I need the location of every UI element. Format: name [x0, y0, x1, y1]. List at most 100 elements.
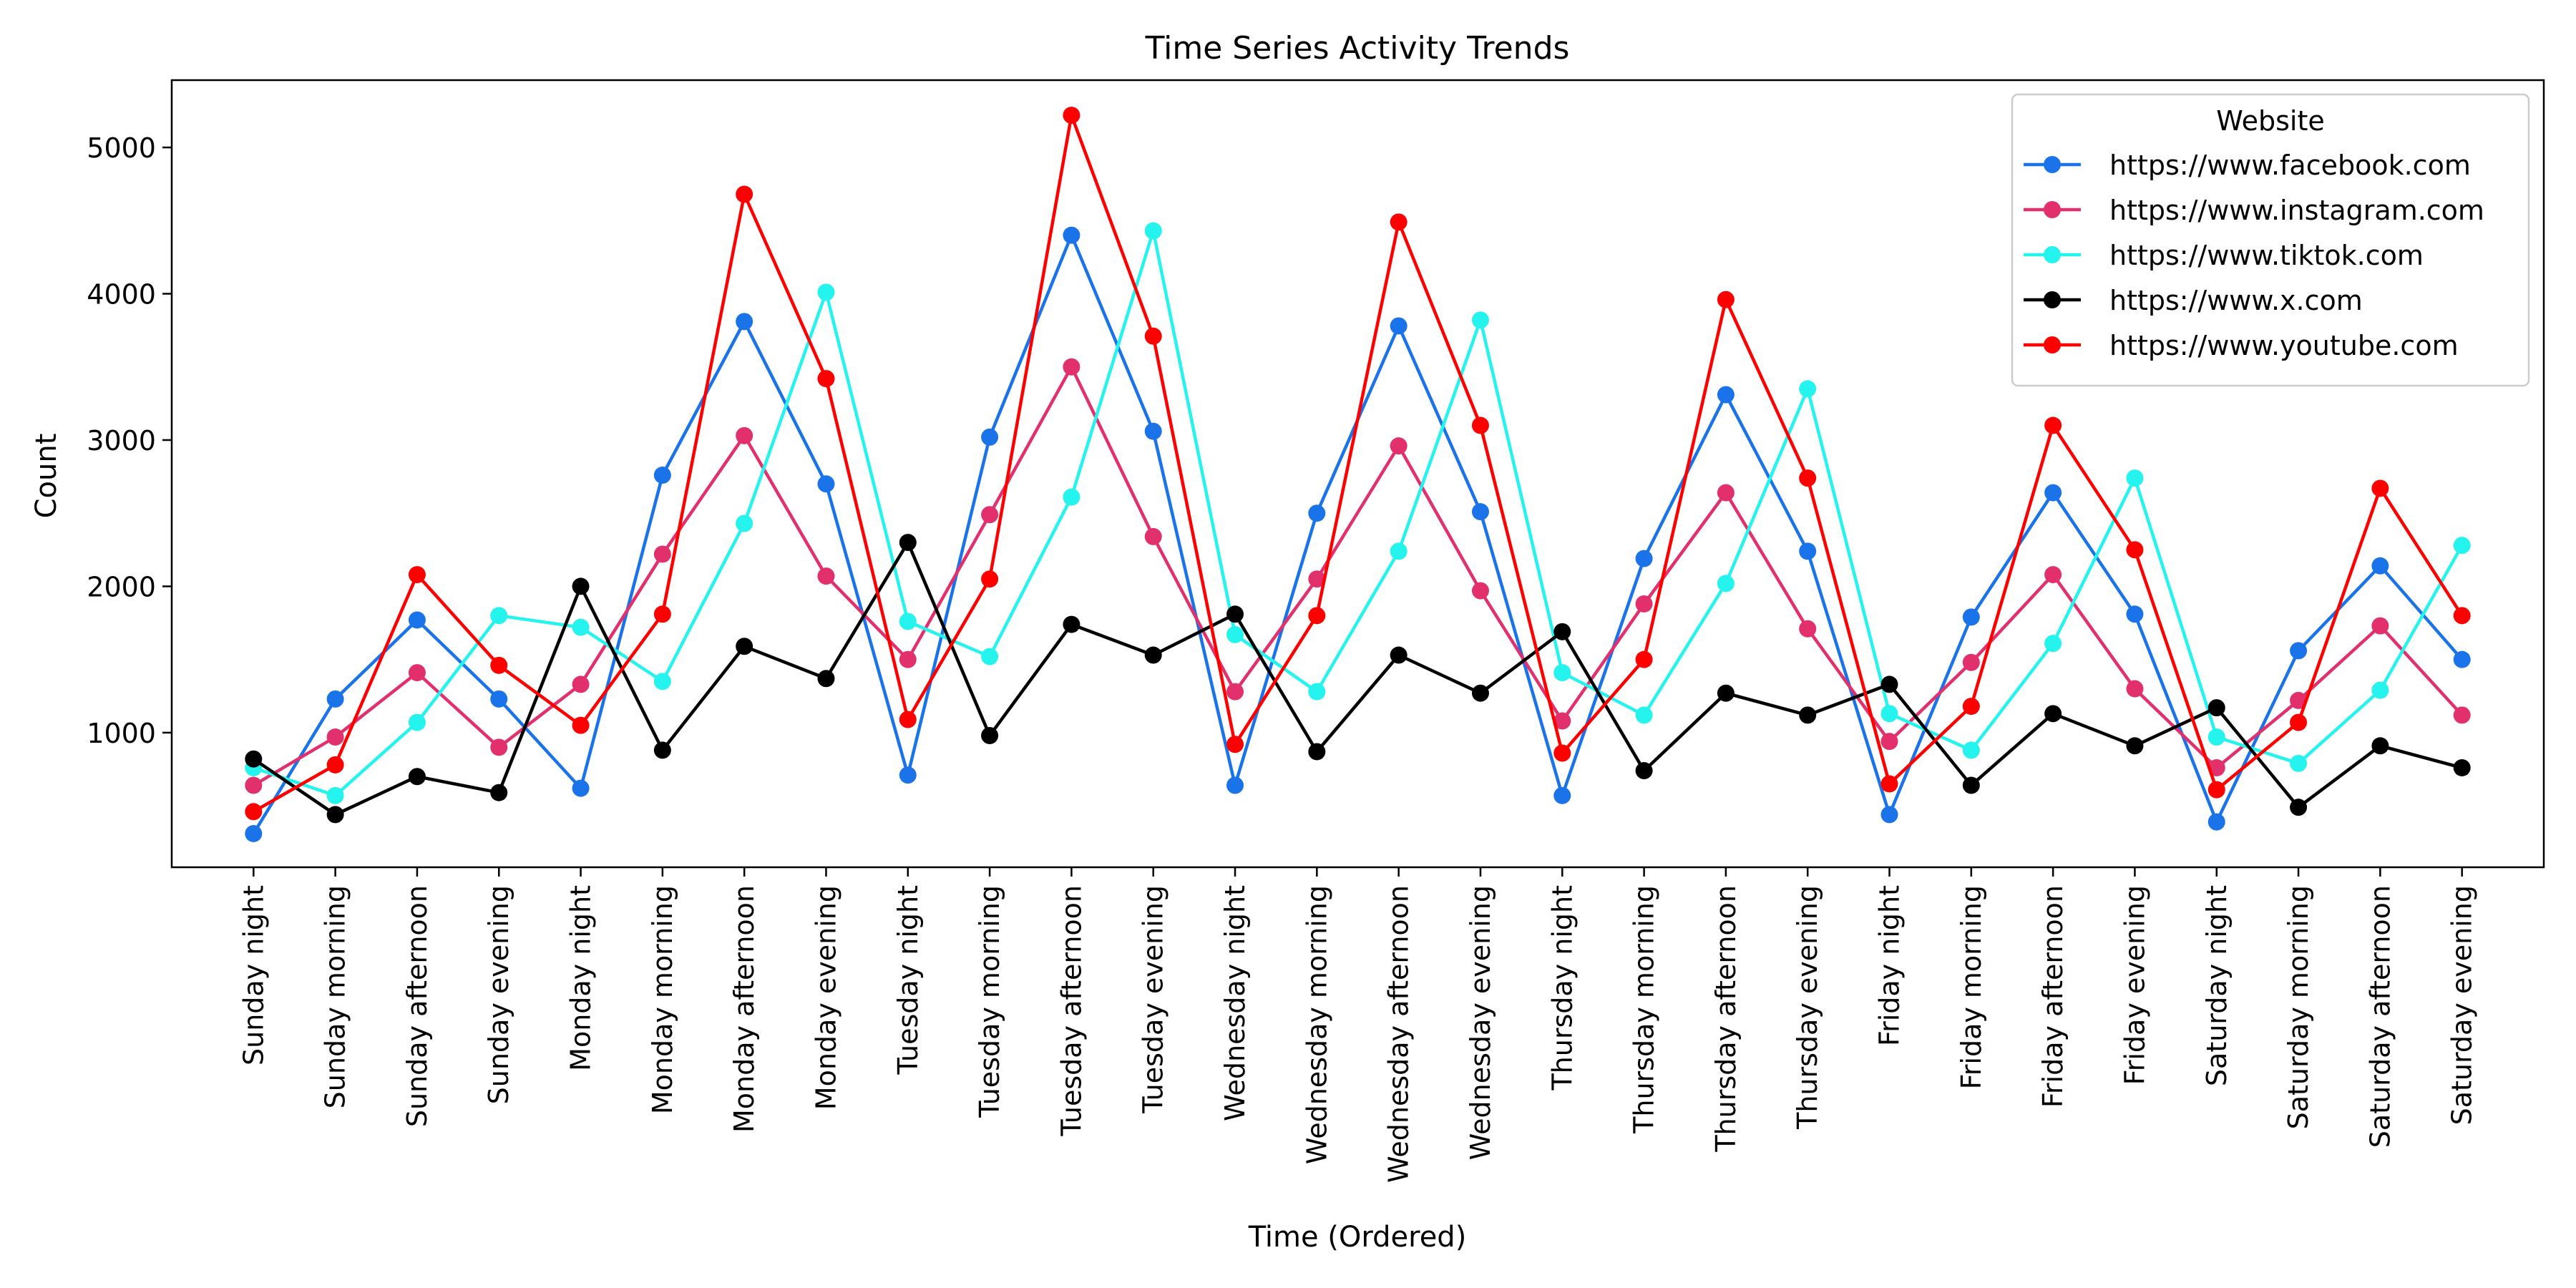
data-point-0	[2371, 557, 2389, 575]
data-point-3	[2290, 799, 2308, 816]
data-point-1	[1144, 527, 1162, 545]
legend-swatch-marker	[2044, 246, 2061, 263]
data-point-1	[2044, 566, 2062, 584]
data-point-3	[2453, 758, 2471, 776]
data-point-2	[2044, 635, 2062, 653]
data-point-3	[899, 534, 917, 552]
x-tick-label: Friday night	[1874, 885, 1906, 1046]
data-point-1	[1962, 653, 1980, 671]
x-tick-label: Friday afternoon	[2037, 885, 2069, 1108]
data-point-1	[326, 728, 344, 746]
data-point-3	[981, 726, 999, 744]
data-point-2	[1226, 625, 1244, 643]
data-point-0	[736, 313, 753, 331]
data-point-2	[2290, 754, 2308, 772]
data-point-4	[1063, 107, 1080, 125]
data-point-2	[1962, 741, 1980, 759]
x-tick-label: Saturday morning	[2283, 885, 2314, 1129]
data-point-4	[2207, 781, 2225, 799]
data-point-3	[245, 750, 263, 768]
data-point-2	[899, 613, 917, 630]
data-point-3	[1226, 605, 1244, 623]
data-point-4	[1144, 327, 1162, 345]
data-point-3	[2371, 737, 2389, 755]
x-tick-label: Sunday morning	[320, 885, 351, 1108]
data-point-2	[2453, 537, 2471, 555]
y-tick-label: 1000	[87, 718, 156, 749]
data-point-3	[1799, 706, 1817, 724]
legend-entry: https://www.youtube.com	[2109, 330, 2459, 361]
data-point-2	[326, 786, 344, 804]
data-point-0	[2290, 642, 2308, 660]
data-point-2	[653, 673, 671, 691]
x-tick-label: Monday evening	[810, 885, 841, 1110]
data-point-2	[1308, 683, 1326, 701]
data-point-2	[490, 607, 508, 625]
data-point-0	[572, 779, 590, 797]
plot-area: 1000 2000 3000 4000 5000 Sunday night Sunday m…	[87, 79, 2545, 1183]
data-point-2	[1390, 542, 1407, 560]
data-point-4	[1308, 607, 1326, 625]
data-point-3	[653, 741, 671, 759]
legend-swatch-marker	[2044, 156, 2061, 173]
data-point-0	[653, 467, 671, 484]
data-point-1	[1880, 733, 1898, 751]
data-point-4	[2126, 541, 2144, 559]
data-point-4	[490, 656, 508, 674]
data-point-4	[245, 803, 263, 821]
x-tick-label: Thursday night	[1546, 885, 1578, 1091]
data-point-0	[1635, 550, 1653, 567]
data-point-2	[572, 618, 590, 636]
data-point-4	[2290, 713, 2308, 731]
data-point-3	[490, 784, 508, 801]
data-point-4	[1880, 775, 1898, 793]
series-line-1	[253, 365, 2464, 787]
data-point-1	[1390, 437, 1407, 455]
data-point-0	[1553, 786, 1571, 804]
legend-entry: https://www.tiktok.com	[2109, 240, 2424, 271]
data-point-3	[1144, 646, 1162, 664]
data-point-1	[1063, 358, 1080, 376]
data-point-2	[1880, 705, 1898, 723]
data-point-4	[899, 711, 917, 728]
y-tick-label: 5000	[87, 132, 156, 164]
x-tick-label: Tuesday evening	[1138, 885, 1169, 1114]
legend: Website https://www.facebook.com https://w…	[2011, 93, 2530, 387]
data-point-1	[2126, 680, 2144, 698]
data-point-2	[1717, 575, 1735, 592]
data-point-1	[2453, 706, 2471, 724]
data-point-3	[1390, 646, 1407, 664]
data-point-1	[572, 675, 590, 693]
data-point-3	[736, 638, 753, 655]
x-tick-label: Sunday evening	[483, 885, 514, 1104]
data-point-1	[1635, 595, 1653, 613]
x-tick-label: Tuesday morning	[974, 885, 1005, 1118]
data-point-0	[899, 766, 917, 784]
data-point-1	[1226, 683, 1244, 701]
series-line-4	[253, 113, 2464, 814]
data-point-3	[408, 768, 426, 786]
data-point-3	[817, 670, 835, 688]
legend-entry: https://www.x.com	[2109, 285, 2363, 316]
legend-entry: https://www.instagram.com	[2109, 195, 2484, 226]
legend-swatch-marker	[2044, 291, 2061, 308]
data-point-0	[1799, 542, 1817, 560]
legend-box	[2011, 93, 2530, 387]
x-tick-label: Wednesday afternoon	[1383, 885, 1415, 1183]
data-point-4	[408, 566, 426, 584]
data-point-1	[1799, 620, 1817, 638]
data-point-3	[1717, 684, 1735, 702]
data-point-2	[817, 283, 835, 301]
data-point-3	[572, 577, 590, 595]
data-point-0	[408, 611, 426, 629]
data-point-3	[1063, 615, 1080, 633]
data-point-3	[2044, 705, 2062, 723]
x-axis-label: Time (Ordered)	[1248, 1221, 1467, 1254]
data-point-3	[1880, 675, 1898, 693]
data-point-0	[1308, 504, 1326, 522]
data-point-0	[1880, 806, 1898, 824]
data-point-0	[1390, 317, 1407, 335]
data-point-1	[1553, 712, 1571, 730]
data-point-4	[817, 370, 835, 388]
data-point-2	[1471, 311, 1489, 329]
